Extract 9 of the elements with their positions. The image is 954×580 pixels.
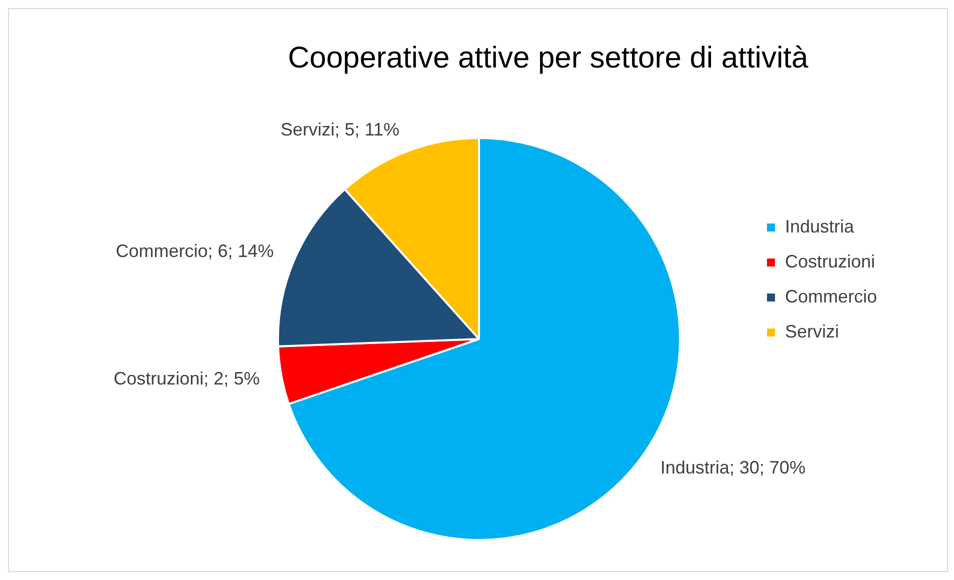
chart-title: Cooperative attive per settore di attività: [288, 41, 808, 74]
data-label: Servizi; 5; 11%: [280, 120, 400, 140]
legend-label: Industria: [784, 216, 856, 236]
legend-label: Servizi: [784, 321, 840, 342]
legend-label: Costruzioni: [784, 251, 876, 272]
legend-label: Commercio: [784, 286, 878, 306]
data-label: Costruzioni; 2; 5%: [114, 368, 260, 388]
data-label: Industria; 30; 70%: [660, 458, 806, 478]
data-label: Commercio; 6; 14%: [116, 240, 274, 261]
